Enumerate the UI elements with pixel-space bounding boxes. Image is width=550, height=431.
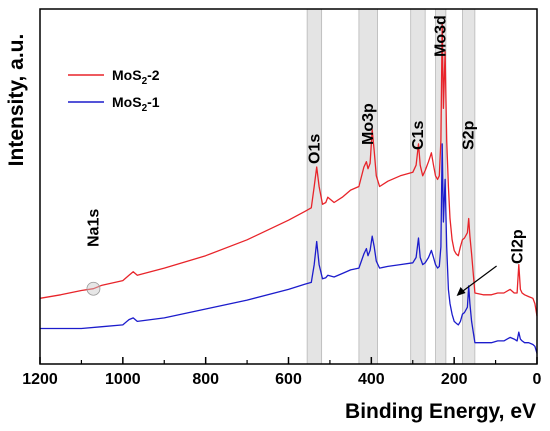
peak-labels: O1s Mo3p C1s Mo3d S2p Na1s Cl2p [85, 15, 527, 296]
band-label-s2p: S2p [461, 120, 478, 150]
y-axis-title: Intensity, a.u. [5, 34, 28, 167]
series-lines [39, 22, 538, 354]
x-axis-title: Binding Energy, eV [345, 400, 536, 423]
legend-label-mos2-2: MoS2-2 [112, 67, 160, 87]
x-axis-ticks: 1200 1000 800 600 400 200 0 [22, 357, 542, 388]
band-label-c1s: C1s [410, 121, 427, 150]
band-label-mo3p: Mo3p [360, 103, 377, 145]
na1s-marker [86, 281, 101, 296]
x-tick-label-0: 0 [533, 371, 542, 388]
x-tick-label-400: 400 [358, 371, 385, 388]
band-label-o1s: O1s [306, 134, 323, 164]
band-c1s [410, 8, 426, 365]
x-tick-label-800: 800 [192, 371, 219, 388]
band-mo3p [358, 8, 378, 365]
cl2p-arrow-head [456, 287, 466, 296]
band-label-mo3d: Mo3d [433, 15, 450, 57]
series-line-mos2-2 [39, 22, 538, 317]
legend: MoS2-2 MoS2-1 [68, 67, 160, 114]
x-tick-label-1000: 1000 [105, 371, 141, 388]
peak-bands [306, 8, 476, 365]
annotation-label-cl2p: Cl2p [510, 229, 527, 264]
x-tick-label-1200: 1200 [22, 371, 58, 388]
cl2p-arrow-shaft [461, 265, 497, 293]
legend-label-mos2-1: MoS2-1 [112, 94, 160, 114]
x-tick-label-600: 600 [275, 371, 302, 388]
series-line-mos2-1 [40, 143, 538, 354]
band-s2p [462, 8, 476, 365]
annotation-label-na1s: Na1s [85, 209, 102, 247]
x-tick-label-200: 200 [441, 371, 468, 388]
